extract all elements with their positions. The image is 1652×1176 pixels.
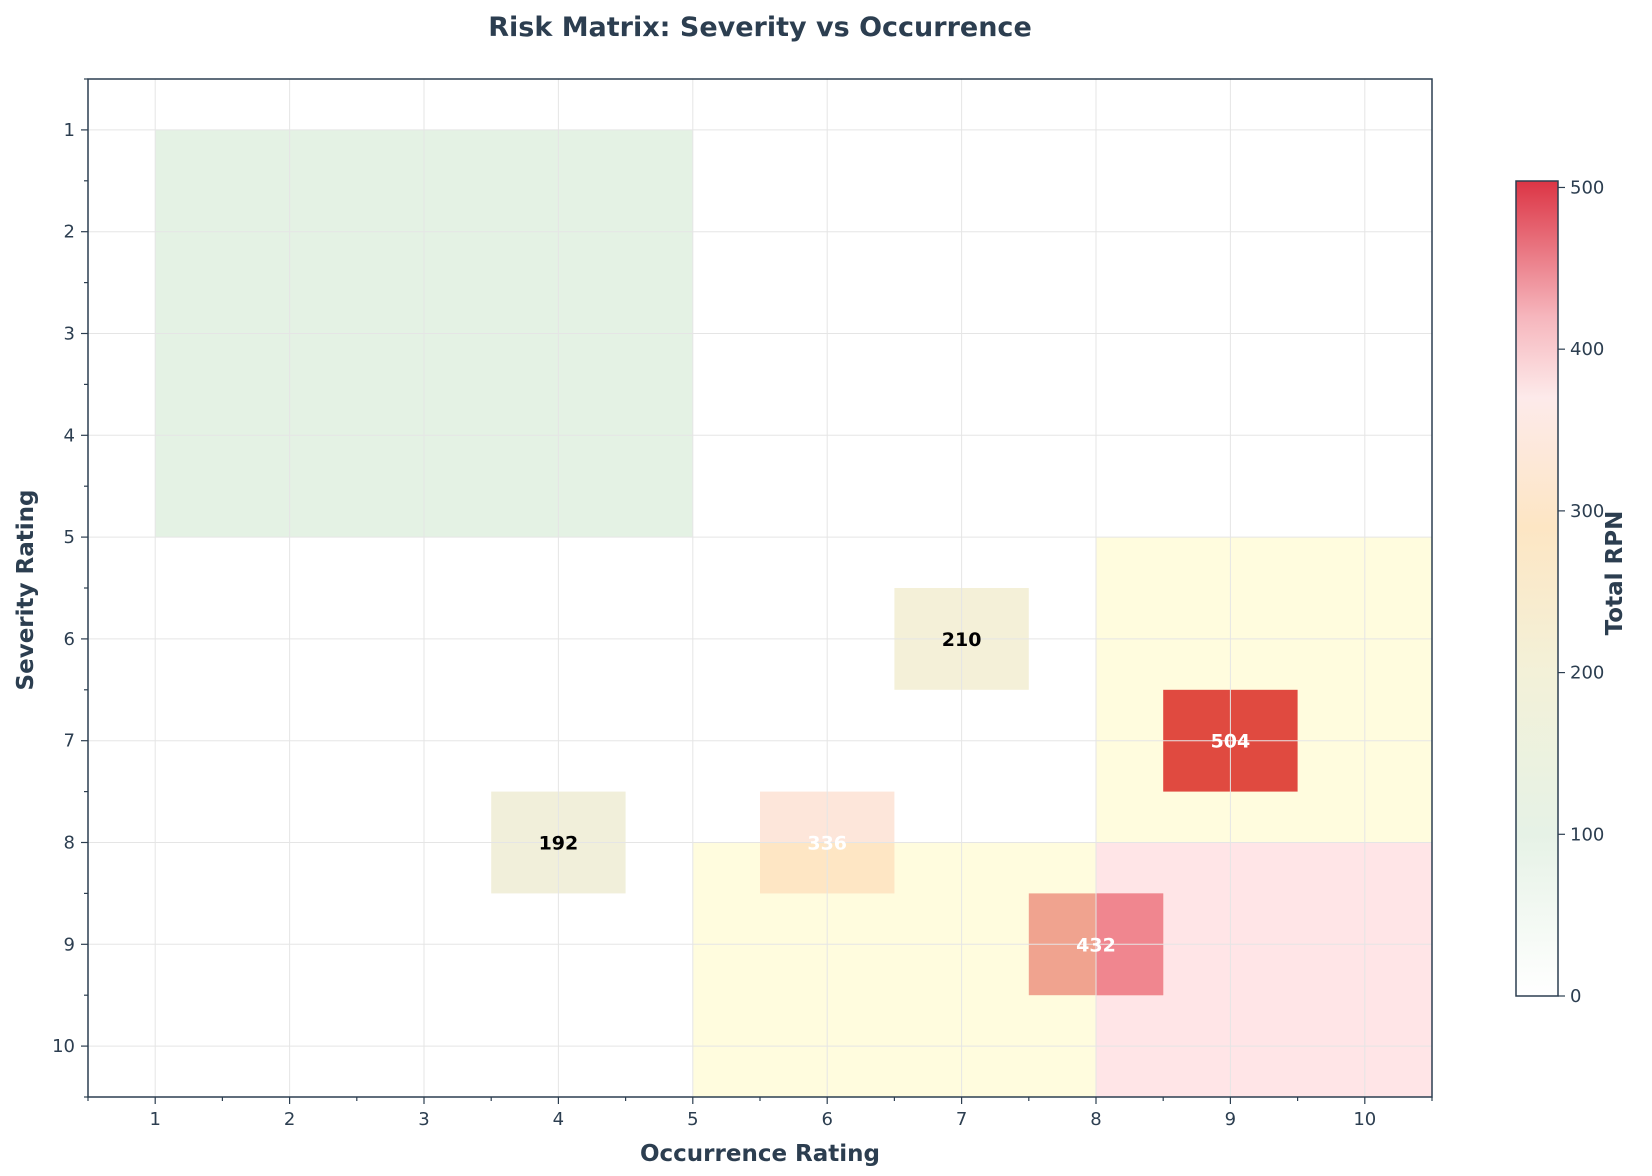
y-tick-label-4: 4 (64, 425, 75, 446)
x-tick-label-2: 2 (284, 1109, 295, 1130)
colorbar-fill (1516, 181, 1558, 996)
y-tick-label-10: 10 (52, 1036, 75, 1057)
x-tick-label-10: 10 (1353, 1109, 1376, 1130)
y-tick-label-9: 9 (64, 934, 75, 955)
cell-label-210: 210 (942, 629, 982, 651)
colorbar-tick-label-500: 500 (1570, 177, 1604, 198)
colorbar-tick-label-0: 0 (1570, 986, 1581, 1007)
colorbar-tick-label-300: 300 (1570, 501, 1604, 522)
x-axis-label: Occurrence Rating (640, 1141, 880, 1167)
colorbar-tick-label-400: 400 (1570, 339, 1604, 360)
x-tick-label-6: 6 (821, 1109, 832, 1130)
colorbar-frame (1515, 180, 1559, 997)
x-tick-label-4: 4 (553, 1109, 564, 1130)
y-tick-label-5: 5 (64, 527, 75, 548)
colorbar-tick-label-200: 200 (1570, 663, 1604, 684)
y-tick-label-7: 7 (64, 731, 75, 752)
cell-label-336: 336 (807, 833, 847, 855)
x-tick-label-7: 7 (956, 1109, 967, 1130)
cell-label-432: 432 (1076, 934, 1116, 956)
colorbar: 0 100 200 300 400 500 (1515, 177, 1604, 1007)
x-tick-label-9: 9 (1225, 1109, 1236, 1130)
cell-label-504: 504 (1211, 731, 1251, 753)
y-tick-label-8: 8 (64, 833, 75, 854)
colorbar-label: Total RPN (1602, 511, 1628, 636)
x-tick-label-5: 5 (687, 1109, 698, 1130)
y-tick-label-2: 2 (64, 222, 75, 243)
plot-area: 210 504 192 336 432 1 2 3 4 5 6 7 8 9 10 1 2 3 4 5 6 7 8 9 10 (52, 78, 1433, 1130)
cell-label-192: 192 (539, 833, 579, 855)
chart-title: Risk Matrix: Severity vs Occurrence (488, 12, 1032, 43)
colorbar-tick-label-100: 100 (1570, 824, 1604, 845)
x-tick-label-8: 8 (1090, 1109, 1101, 1130)
x-tick-label-3: 3 (418, 1109, 429, 1130)
x-tick-label-1: 1 (149, 1109, 160, 1130)
y-tick-label-1: 1 (64, 120, 75, 141)
y-tick-label-6: 6 (64, 629, 75, 650)
y-axis-label: Severity Rating (13, 490, 39, 691)
y-tick-label-3: 3 (64, 324, 75, 345)
